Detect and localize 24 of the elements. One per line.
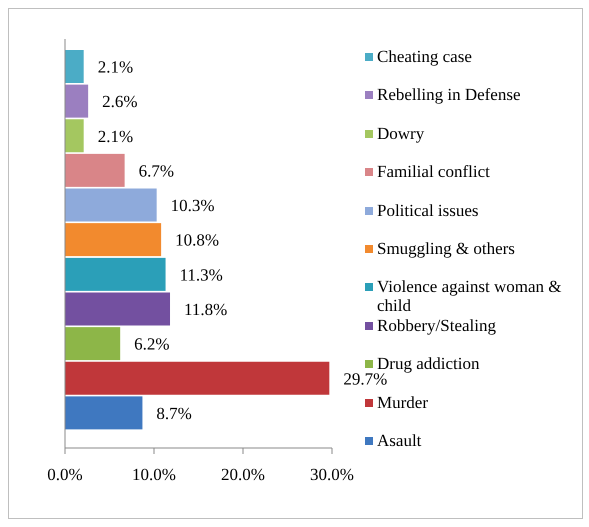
data-label: 2.1% [98, 58, 134, 77]
legend-label: Smuggling & others [377, 238, 515, 258]
data-label: 10.8% [175, 230, 220, 250]
legend-label: Political issues [377, 200, 479, 220]
legend-label: Murder [377, 392, 428, 412]
x-tick-label: 10.0% [132, 465, 176, 484]
data-label: 11.3% [180, 265, 223, 284]
data-label: 2.6% [102, 92, 138, 112]
data-label: 2.1% [98, 126, 134, 146]
legend-label: Cheating case [377, 47, 472, 66]
legend-label: Asault [377, 430, 422, 450]
data-label: 6.2% [134, 334, 170, 354]
legend-label: Rebelling in Defense [377, 85, 521, 104]
data-label: 8.7% [156, 404, 192, 423]
legend-label: Dowry [377, 124, 424, 143]
legend-label: Robbery/Stealing [377, 316, 496, 335]
data-label: 10.3% [170, 196, 215, 216]
x-tick-label: 30.0% [310, 465, 354, 484]
legend-label: Violence against woman & child [377, 277, 563, 316]
x-tick-label: 0.0% [47, 465, 83, 484]
x-tick-label: 20.0% [221, 465, 265, 484]
legend-label: Familial conflict [377, 162, 490, 182]
data-label: 6.7% [138, 161, 174, 180]
data-label: 11.8% [184, 300, 228, 319]
